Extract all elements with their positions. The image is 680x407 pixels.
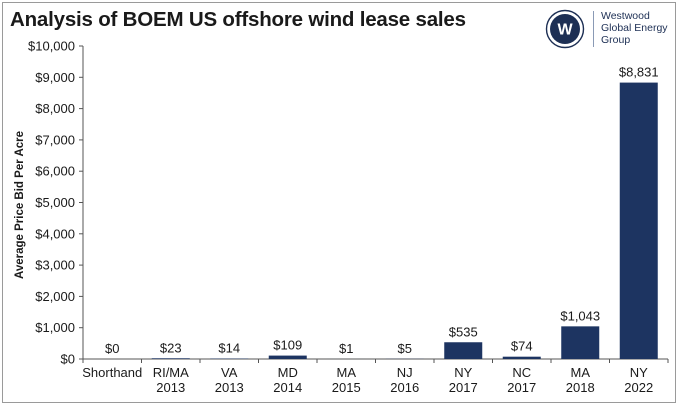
y-tick-label: $8,000: [35, 101, 75, 116]
y-tick-label: $0: [61, 352, 75, 367]
y-tick-label: $3,000: [35, 258, 75, 273]
x-tick-label: NC: [512, 365, 531, 380]
x-tick-label: 2013: [215, 380, 244, 395]
bar: [444, 342, 483, 359]
bar: [561, 326, 600, 359]
logo-divider: [593, 11, 594, 47]
data-label: $109: [273, 338, 302, 353]
chart-title: Analysis of BOEM US offshore wind lease …: [10, 8, 466, 31]
x-tick-label: NJ: [397, 365, 413, 380]
data-label: $23: [160, 340, 182, 355]
y-tick-label: $5,000: [35, 195, 75, 210]
y-tick-label: $4,000: [35, 226, 75, 241]
x-tick-label: MA: [337, 365, 357, 380]
data-label: $5: [398, 341, 412, 356]
y-tick-label: $7,000: [35, 132, 75, 147]
x-tick-label: RI/MA: [153, 365, 189, 380]
data-label: $1: [339, 341, 353, 356]
x-tick-label: 2014: [273, 380, 302, 395]
x-tick-label: Shorthand: [82, 365, 142, 380]
data-label: $0: [105, 341, 119, 356]
x-tick-label: MA: [571, 365, 591, 380]
data-label: $8,831: [619, 65, 659, 80]
x-tick-label: NY: [630, 365, 648, 380]
x-tick-label: MD: [278, 365, 298, 380]
logo-mark-icon: W: [545, 9, 585, 49]
westwood-logo: W Westwood Global Energy Group: [545, 9, 670, 49]
x-tick-label: 2013: [156, 380, 185, 395]
y-tick-label: $9,000: [35, 70, 75, 85]
bar: [502, 356, 541, 359]
y-tick-label: $10,000: [28, 39, 75, 54]
x-tick-label: VA: [221, 365, 238, 380]
bar: [268, 355, 307, 359]
data-label: $14: [218, 341, 240, 356]
x-tick-label: 2022: [624, 380, 653, 395]
data-label: $535: [449, 324, 478, 339]
x-tick-label: 2015: [332, 380, 361, 395]
x-tick-label: 2017: [449, 380, 478, 395]
x-tick-label: 2017: [507, 380, 536, 395]
data-label: $1,043: [560, 308, 600, 323]
x-tick-label: 2016: [390, 380, 419, 395]
x-tick-label: NY: [454, 365, 472, 380]
y-tick-label: $1,000: [35, 320, 75, 335]
y-tick-label: $2,000: [35, 289, 75, 304]
data-label: $74: [511, 339, 533, 354]
bar: [151, 358, 190, 359]
x-tick-label: 2018: [566, 380, 595, 395]
logo-letter: W: [557, 22, 573, 39]
bar: [619, 82, 658, 360]
logo-text: Westwood Global Energy Group: [601, 10, 668, 46]
y-tick-label: $6,000: [35, 164, 75, 179]
